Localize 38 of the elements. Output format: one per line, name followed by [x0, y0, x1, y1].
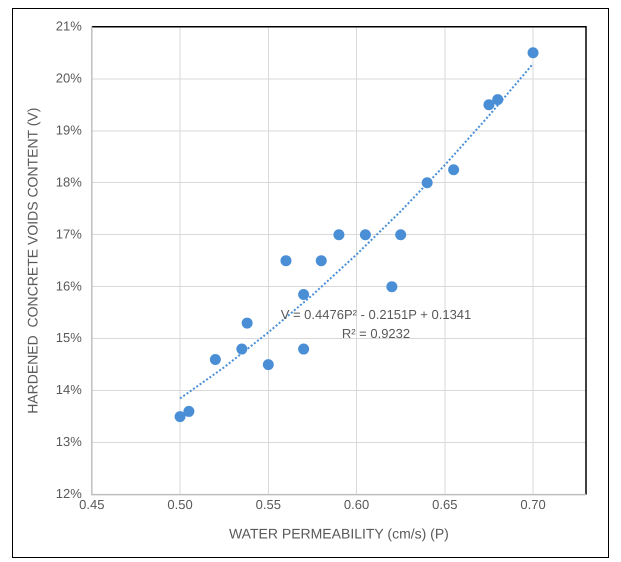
point	[448, 164, 460, 176]
point	[492, 94, 504, 106]
y-tick-label: 15%	[56, 330, 82, 346]
point	[333, 229, 344, 240]
point	[242, 318, 253, 329]
y-tick-label: 21%	[56, 18, 82, 34]
point	[262, 359, 274, 370]
x-tick-label: 0.60	[344, 496, 370, 512]
y-tick-label: 17%	[56, 226, 82, 242]
annotation: R² = 0.9232	[342, 326, 410, 342]
point	[298, 344, 310, 355]
y-tick-label: 18%	[56, 174, 82, 190]
point	[236, 344, 248, 355]
x-axis-title: WATER PERMEABILITY (cm/s) (P)	[228, 525, 449, 542]
point	[483, 99, 494, 110]
x-tick-label: 0.70	[520, 496, 546, 512]
annotation: V = 0.4476P² - 0.2151P + 0.1341	[280, 307, 472, 322]
point	[528, 47, 539, 58]
point	[183, 406, 194, 417]
y-tick-label: 19%	[56, 122, 82, 138]
point	[280, 255, 292, 266]
x-tick-label: 0.65	[432, 496, 458, 512]
x-tick-label: 0.50	[167, 496, 193, 512]
y-tick-label: 13%	[56, 434, 82, 450]
line-series	[179, 62, 534, 400]
y-tick-label: 16%	[56, 278, 82, 294]
point	[174, 411, 186, 422]
y-axis-title: HARDENED CONCRETE VOIDS CONTENT (V)	[24, 108, 40, 414]
point	[360, 229, 371, 240]
point	[298, 288, 310, 300]
y-tick-label: 14%	[56, 382, 82, 398]
point	[386, 281, 398, 292]
x-tick-label: 0.55	[256, 496, 281, 512]
point	[395, 229, 406, 240]
y-tick-label: 20%	[56, 70, 82, 86]
point	[210, 354, 221, 365]
point	[316, 255, 327, 266]
point	[422, 177, 433, 188]
